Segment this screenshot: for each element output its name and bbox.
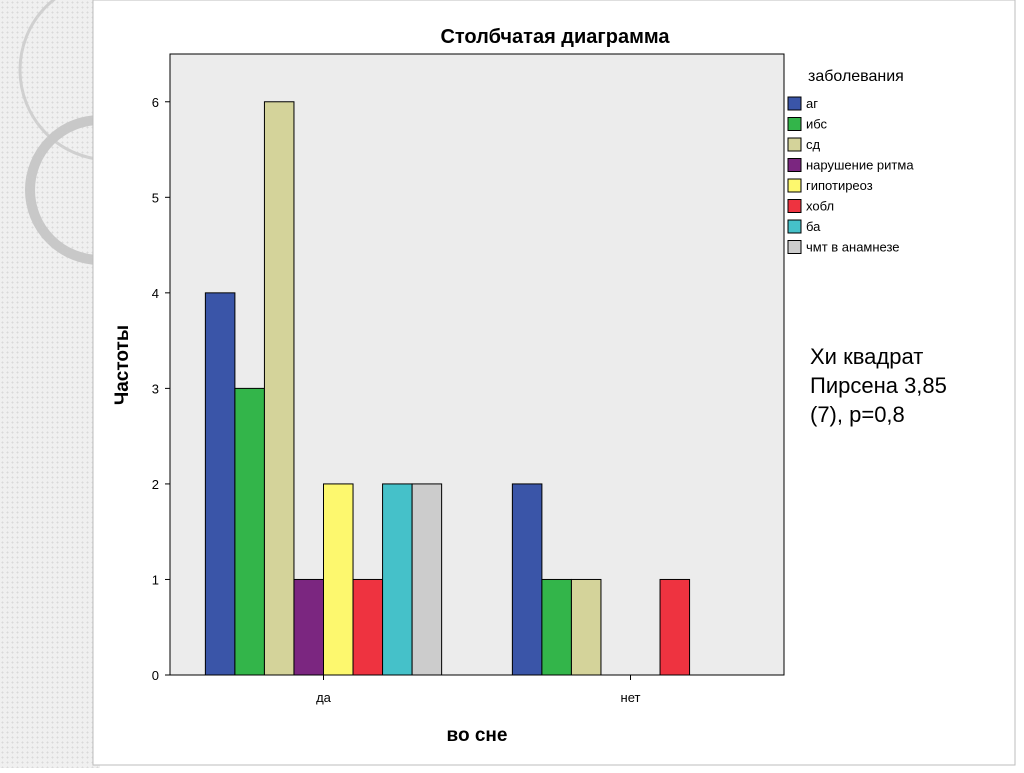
legend-swatch <box>787 240 802 254</box>
legend-entry: сд <box>806 137 821 152</box>
bar <box>204 292 236 676</box>
x-tick-label: да <box>316 690 332 705</box>
bar <box>234 387 265 676</box>
legend-entry: аг <box>806 96 818 111</box>
legend-entry: ибс <box>806 117 828 132</box>
legend-swatch <box>787 158 802 172</box>
legend-swatch <box>787 117 802 131</box>
y-tick-label: 3 <box>152 381 159 396</box>
legend-entry: хобл <box>806 199 834 214</box>
y-tick-label: 6 <box>152 95 159 110</box>
chart-title: Столбчатая диаграмма <box>440 26 670 48</box>
legend-entry: нарушение ритма <box>806 158 914 173</box>
bar <box>323 483 354 676</box>
legend-swatch <box>787 137 802 152</box>
slide-decoration <box>0 0 202 768</box>
bar <box>293 578 325 676</box>
x-axis-label: во сне <box>447 725 508 746</box>
x-tick-label: нет <box>621 690 641 705</box>
legend-swatch <box>787 96 802 111</box>
y-axis: 0 1 2 3 4 5 6 <box>152 95 170 683</box>
legend-entry: чмт в анамнезе <box>806 240 900 255</box>
y-tick-label: 1 <box>152 572 159 587</box>
bar <box>511 483 543 676</box>
y-tick-label: 2 <box>152 477 159 492</box>
y-axis-label: Частоты <box>112 325 133 405</box>
bar <box>570 578 602 676</box>
legend-entry: гипотиреоз <box>806 178 873 193</box>
legend-title: заболевания <box>808 68 904 85</box>
bar <box>263 101 295 676</box>
legend: заболевания аг ибс сд нарушение ритма гипоти… <box>787 68 914 255</box>
bar <box>382 483 413 676</box>
chi-square-note: Хи квадрат Пирсена 3,85 (7), р=0,8 <box>810 344 947 427</box>
y-tick-label: 5 <box>152 190 159 205</box>
x-axis: да нет <box>316 675 641 705</box>
legend-swatch <box>787 199 802 213</box>
y-tick-label: 0 <box>152 668 159 683</box>
legend-swatch <box>787 219 802 234</box>
y-tick-label: 4 <box>152 286 159 301</box>
bar <box>541 578 572 676</box>
legend-entry: ба <box>806 219 821 234</box>
bar <box>659 578 691 676</box>
bar <box>411 483 443 676</box>
bar <box>352 578 384 676</box>
legend-swatch <box>787 178 802 193</box>
bars <box>204 101 691 676</box>
